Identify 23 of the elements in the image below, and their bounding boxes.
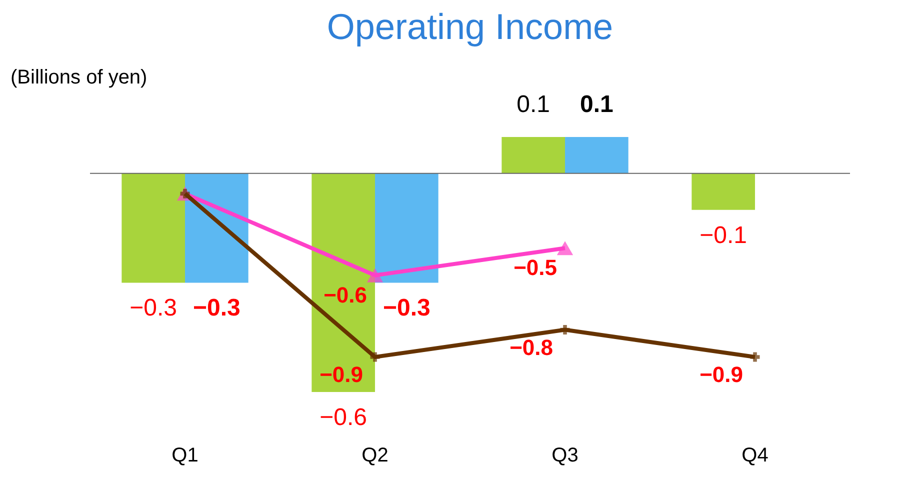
chart-title: Operating Income bbox=[326, 6, 614, 47]
data-label: −0.1 bbox=[700, 222, 748, 249]
x-tick-label: Q4 bbox=[742, 444, 768, 466]
x-tick-label: Q3 bbox=[552, 444, 578, 466]
data-label: −0.3 bbox=[192, 294, 240, 322]
point bbox=[556, 241, 574, 256]
point bbox=[370, 352, 380, 362]
data-label: −0.6 bbox=[320, 404, 368, 431]
data-label: 0.1 bbox=[516, 91, 550, 118]
data-label: −0.9 bbox=[320, 362, 363, 387]
x-tick-label: Q2 bbox=[362, 444, 388, 466]
data-label: −0.8 bbox=[510, 334, 553, 360]
point bbox=[366, 268, 384, 282]
data-label: −0.9 bbox=[700, 362, 743, 387]
data-label: −0.3 bbox=[130, 294, 178, 322]
y-axis-title: (Billions of yen) bbox=[10, 66, 148, 88]
point bbox=[560, 325, 570, 335]
data-label: −0.6 bbox=[324, 282, 367, 308]
x-tick-label: Q1 bbox=[172, 444, 198, 466]
data-label: 0.1 bbox=[580, 91, 614, 118]
point bbox=[750, 352, 760, 362]
data-label: −0.5 bbox=[514, 255, 557, 280]
data-label: −0.3 bbox=[382, 294, 430, 322]
